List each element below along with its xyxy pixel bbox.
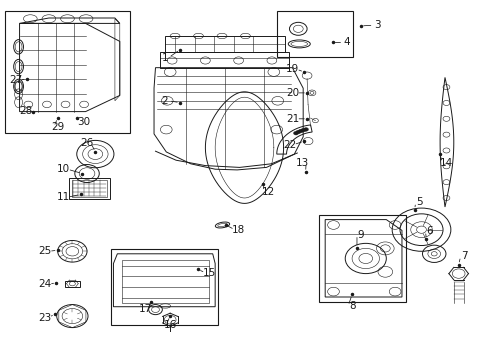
Text: 22: 22 xyxy=(282,140,296,150)
Text: 28: 28 xyxy=(19,106,32,116)
Text: 25: 25 xyxy=(38,246,52,256)
Text: 19: 19 xyxy=(285,64,299,74)
Circle shape xyxy=(303,128,308,131)
Text: 18: 18 xyxy=(231,225,245,235)
Text: 11: 11 xyxy=(57,192,70,202)
Bar xyxy=(72,180,107,197)
Bar xyxy=(111,249,218,325)
Text: 29: 29 xyxy=(51,122,64,132)
Circle shape xyxy=(298,129,303,133)
Circle shape xyxy=(293,131,298,135)
Text: 17: 17 xyxy=(139,304,152,314)
Text: 1: 1 xyxy=(161,53,168,63)
Bar xyxy=(318,215,405,302)
Circle shape xyxy=(300,129,305,132)
Text: 30: 30 xyxy=(78,117,90,127)
Text: 2: 2 xyxy=(161,96,168,106)
Text: 13: 13 xyxy=(295,158,308,168)
Text: 20: 20 xyxy=(285,88,298,98)
Text: 7: 7 xyxy=(460,251,467,261)
Text: 3: 3 xyxy=(373,20,380,30)
Bar xyxy=(64,281,80,287)
Text: 21: 21 xyxy=(285,114,299,124)
Text: 27: 27 xyxy=(9,75,22,85)
Text: 4: 4 xyxy=(343,37,350,48)
Text: 16: 16 xyxy=(163,320,177,330)
Text: 6: 6 xyxy=(425,226,432,236)
Bar xyxy=(276,11,352,57)
Text: 14: 14 xyxy=(438,158,452,168)
Text: 5: 5 xyxy=(415,197,422,207)
Text: 26: 26 xyxy=(80,138,94,148)
Bar xyxy=(5,11,129,133)
Text: 9: 9 xyxy=(357,230,364,240)
Text: 24: 24 xyxy=(38,279,52,289)
Text: 10: 10 xyxy=(57,164,70,174)
Text: 8: 8 xyxy=(348,301,355,311)
Text: 23: 23 xyxy=(38,312,52,323)
Text: 15: 15 xyxy=(202,268,216,278)
Bar xyxy=(69,178,109,199)
Text: 12: 12 xyxy=(261,186,274,197)
Circle shape xyxy=(295,130,300,134)
